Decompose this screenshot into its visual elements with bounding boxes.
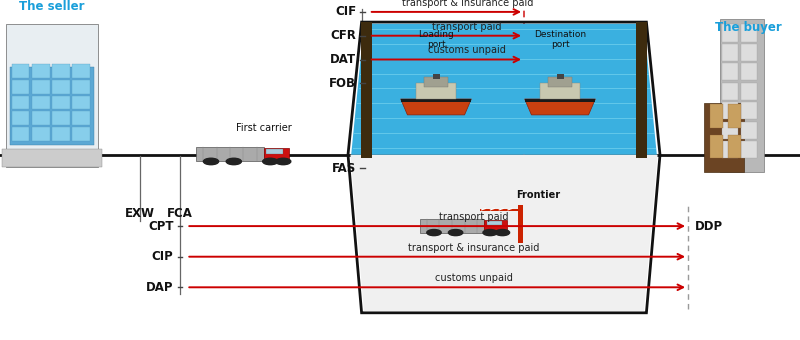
FancyBboxPatch shape xyxy=(361,22,372,158)
FancyBboxPatch shape xyxy=(728,135,741,158)
FancyBboxPatch shape xyxy=(742,24,757,41)
FancyBboxPatch shape xyxy=(525,99,595,102)
Circle shape xyxy=(427,230,442,236)
Circle shape xyxy=(483,230,498,236)
FancyBboxPatch shape xyxy=(401,99,471,102)
Polygon shape xyxy=(350,155,658,311)
Text: transport & insurance paid: transport & insurance paid xyxy=(402,0,533,8)
Circle shape xyxy=(275,158,291,165)
FancyBboxPatch shape xyxy=(32,111,50,125)
FancyBboxPatch shape xyxy=(266,149,283,154)
Text: Loading
port: Loading port xyxy=(418,30,454,49)
FancyBboxPatch shape xyxy=(72,96,90,109)
Text: CIF: CIF xyxy=(335,5,356,18)
Text: DAP: DAP xyxy=(146,281,174,294)
Text: The seller: The seller xyxy=(19,0,85,13)
FancyBboxPatch shape xyxy=(485,220,507,232)
FancyBboxPatch shape xyxy=(424,77,448,87)
Text: Frontier: Frontier xyxy=(516,190,560,200)
Text: CPT: CPT xyxy=(148,220,174,233)
FancyBboxPatch shape xyxy=(742,141,757,158)
FancyBboxPatch shape xyxy=(52,96,70,109)
FancyBboxPatch shape xyxy=(11,80,30,94)
Text: CFR: CFR xyxy=(330,29,356,42)
FancyBboxPatch shape xyxy=(72,80,90,94)
FancyBboxPatch shape xyxy=(486,221,502,225)
FancyBboxPatch shape xyxy=(72,127,90,141)
FancyBboxPatch shape xyxy=(722,102,738,119)
Text: transport & insurance paid: transport & insurance paid xyxy=(408,243,540,253)
FancyBboxPatch shape xyxy=(2,150,102,167)
FancyBboxPatch shape xyxy=(728,104,741,128)
FancyBboxPatch shape xyxy=(636,22,647,158)
FancyBboxPatch shape xyxy=(52,64,70,78)
Polygon shape xyxy=(401,99,471,115)
FancyBboxPatch shape xyxy=(11,96,30,109)
FancyBboxPatch shape xyxy=(710,135,723,158)
FancyBboxPatch shape xyxy=(11,64,30,78)
FancyBboxPatch shape xyxy=(722,83,738,100)
FancyBboxPatch shape xyxy=(419,219,484,233)
FancyBboxPatch shape xyxy=(72,64,90,78)
Text: First carrier: First carrier xyxy=(236,123,292,133)
FancyBboxPatch shape xyxy=(10,67,94,145)
FancyBboxPatch shape xyxy=(196,147,264,162)
FancyBboxPatch shape xyxy=(742,122,757,139)
Text: transport paid: transport paid xyxy=(433,22,502,32)
FancyBboxPatch shape xyxy=(11,127,30,141)
FancyBboxPatch shape xyxy=(742,83,757,100)
FancyBboxPatch shape xyxy=(720,19,764,172)
Circle shape xyxy=(495,230,510,236)
FancyBboxPatch shape xyxy=(11,111,30,125)
Text: customs unpaid: customs unpaid xyxy=(435,273,513,283)
FancyBboxPatch shape xyxy=(32,96,50,109)
FancyBboxPatch shape xyxy=(710,104,723,128)
Text: FOB: FOB xyxy=(329,77,356,90)
FancyBboxPatch shape xyxy=(32,64,50,78)
FancyBboxPatch shape xyxy=(722,63,738,80)
FancyBboxPatch shape xyxy=(480,208,520,210)
Circle shape xyxy=(203,158,218,165)
Text: transport paid: transport paid xyxy=(439,212,509,222)
FancyBboxPatch shape xyxy=(722,141,738,158)
FancyBboxPatch shape xyxy=(32,127,50,141)
Text: FCA: FCA xyxy=(167,207,193,220)
FancyBboxPatch shape xyxy=(434,74,440,79)
Circle shape xyxy=(449,230,462,236)
FancyBboxPatch shape xyxy=(558,74,564,79)
FancyBboxPatch shape xyxy=(52,80,70,94)
FancyBboxPatch shape xyxy=(32,80,50,94)
FancyBboxPatch shape xyxy=(722,24,738,41)
FancyBboxPatch shape xyxy=(704,103,744,172)
Circle shape xyxy=(262,158,278,165)
FancyBboxPatch shape xyxy=(742,102,757,119)
Text: Destination
port: Destination port xyxy=(534,30,586,49)
Text: FAS: FAS xyxy=(332,162,356,175)
FancyBboxPatch shape xyxy=(72,111,90,125)
FancyBboxPatch shape xyxy=(548,77,572,87)
FancyBboxPatch shape xyxy=(518,205,523,243)
Text: EXW: EXW xyxy=(125,207,155,220)
FancyBboxPatch shape xyxy=(539,83,581,99)
FancyBboxPatch shape xyxy=(52,127,70,141)
FancyBboxPatch shape xyxy=(742,63,757,80)
Text: CIP: CIP xyxy=(152,250,174,263)
Polygon shape xyxy=(351,24,657,155)
FancyBboxPatch shape xyxy=(722,44,738,61)
Text: customs unpaid: customs unpaid xyxy=(428,46,506,55)
FancyBboxPatch shape xyxy=(264,148,289,161)
FancyBboxPatch shape xyxy=(742,44,757,61)
FancyBboxPatch shape xyxy=(6,24,98,167)
Text: DDP: DDP xyxy=(694,220,722,233)
FancyBboxPatch shape xyxy=(416,83,457,99)
Text: The buyer: The buyer xyxy=(714,21,782,34)
FancyBboxPatch shape xyxy=(722,122,738,139)
Text: DAT: DAT xyxy=(330,53,356,66)
FancyBboxPatch shape xyxy=(52,111,70,125)
Circle shape xyxy=(226,158,242,165)
Polygon shape xyxy=(525,99,595,115)
